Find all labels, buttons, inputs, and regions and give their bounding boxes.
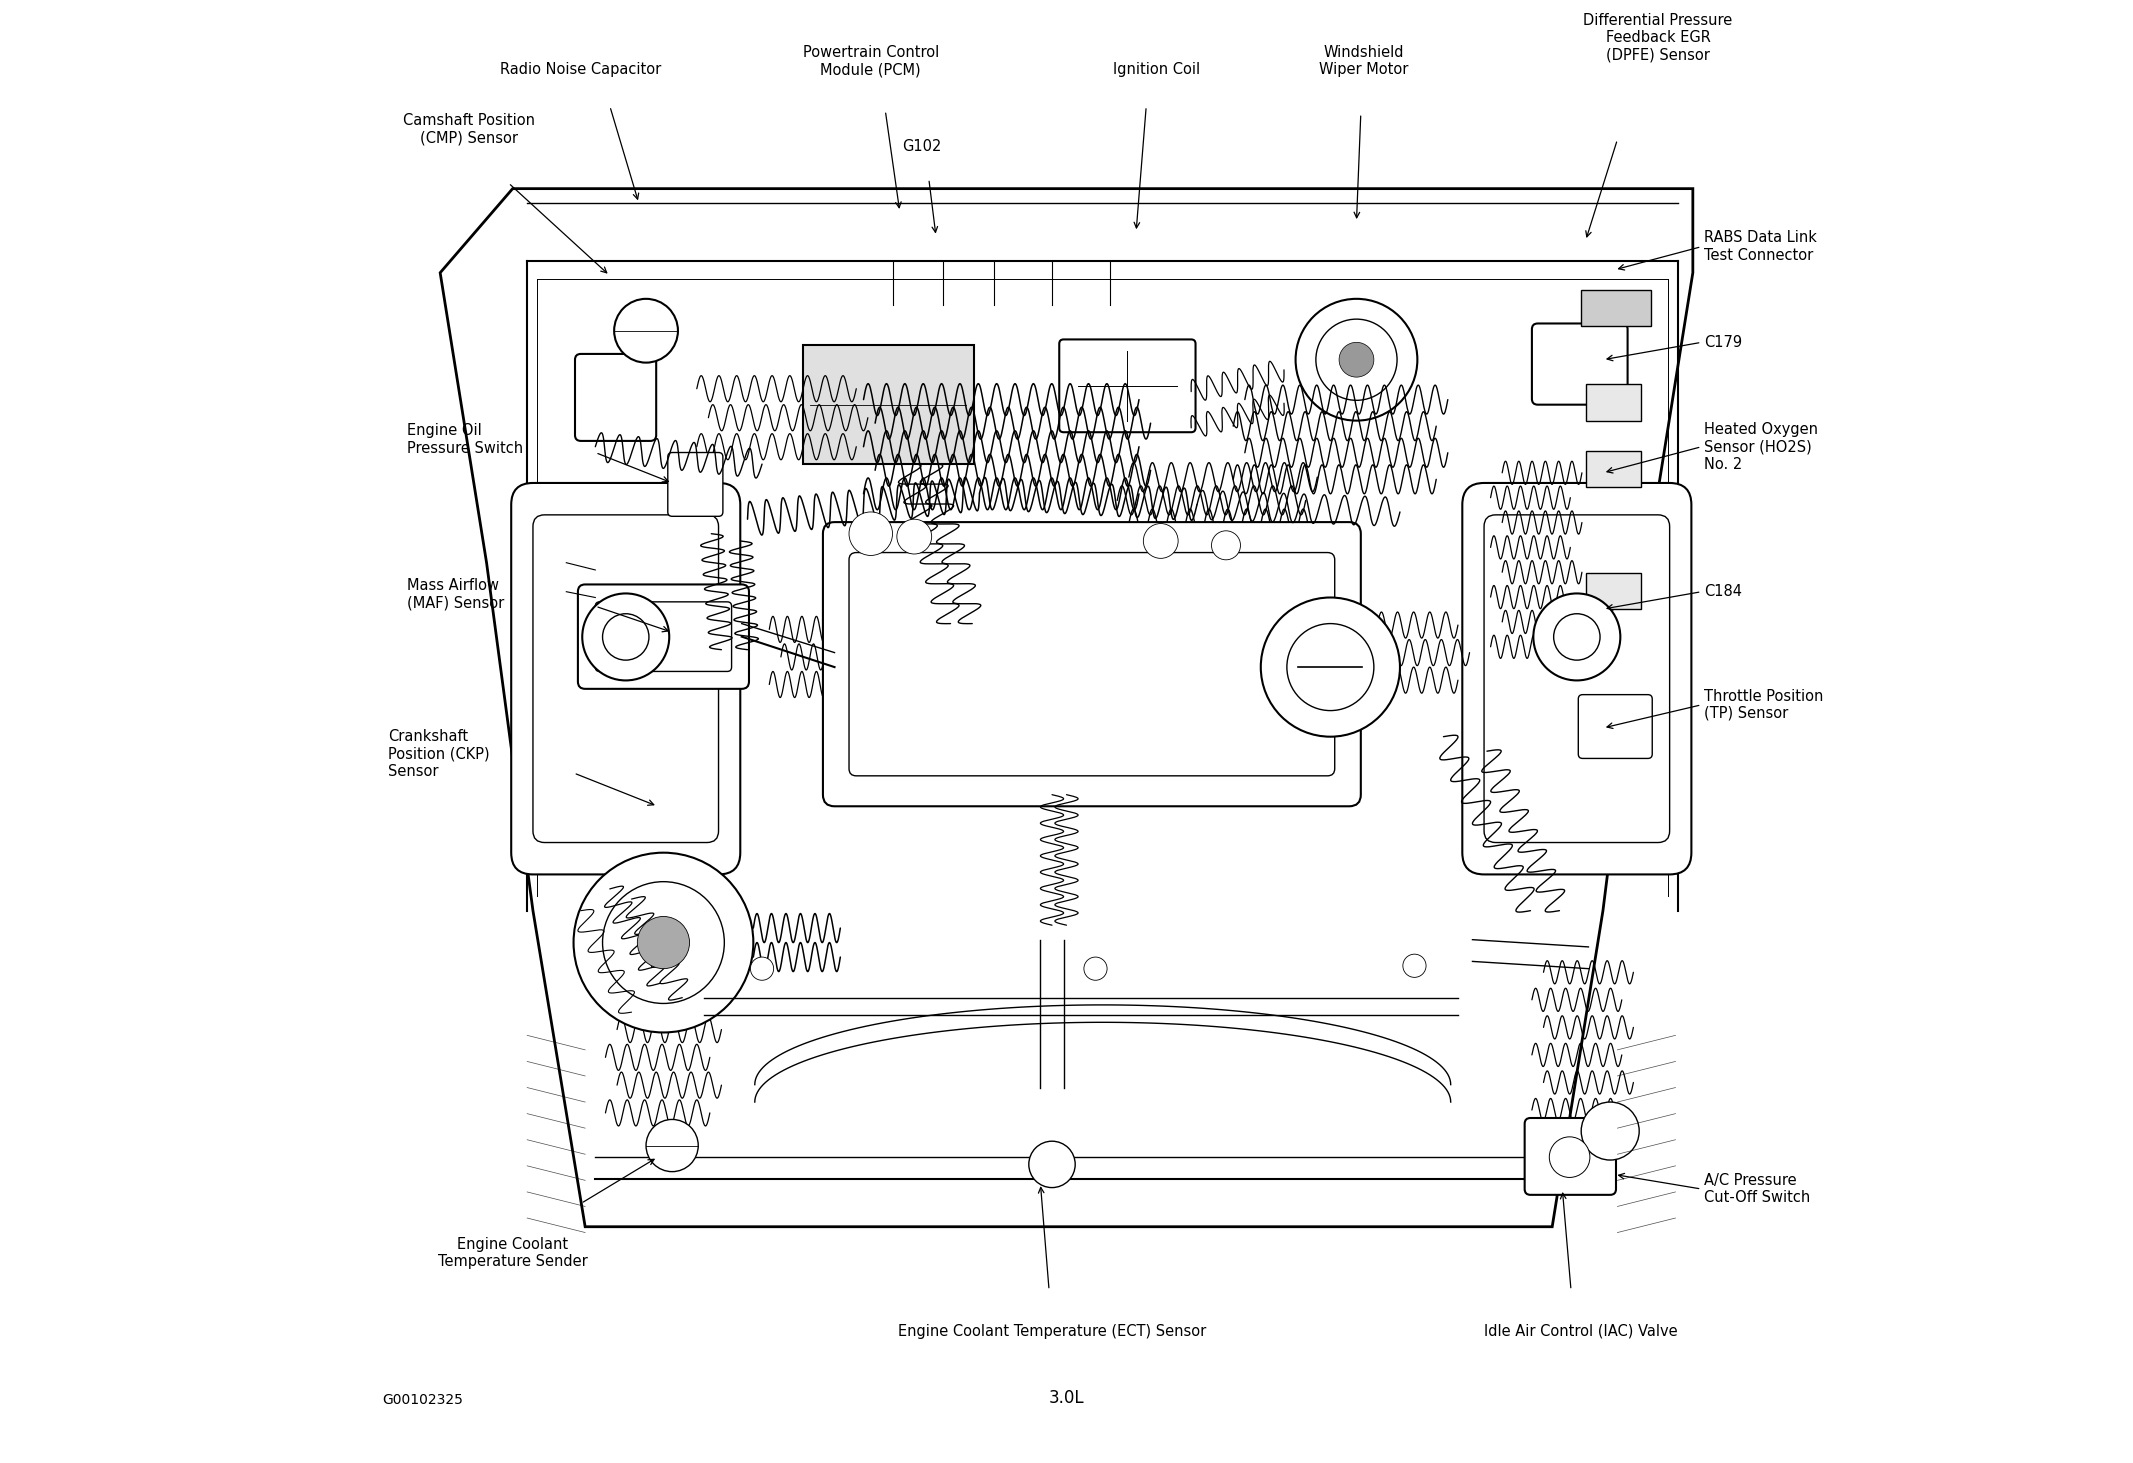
Text: Differential Pressure
Feedback EGR
(DPFE) Sensor: Differential Pressure Feedback EGR (DPFE… — [1583, 13, 1732, 63]
FancyBboxPatch shape — [1578, 695, 1653, 758]
Circle shape — [1212, 531, 1241, 560]
Circle shape — [1404, 954, 1427, 977]
Text: C184: C184 — [1704, 584, 1743, 600]
Text: Camshaft Position
(CMP) Sensor: Camshaft Position (CMP) Sensor — [403, 113, 535, 145]
Circle shape — [1261, 597, 1399, 737]
Text: Crankshaft
Position (CKP)
Sensor: Crankshaft Position (CKP) Sensor — [388, 729, 491, 778]
Circle shape — [582, 594, 670, 680]
FancyBboxPatch shape — [512, 483, 740, 875]
FancyBboxPatch shape — [576, 354, 657, 440]
FancyBboxPatch shape — [1463, 483, 1691, 875]
Circle shape — [1340, 342, 1374, 377]
Circle shape — [1084, 957, 1107, 980]
Circle shape — [1581, 1102, 1638, 1160]
Text: Idle Air Control (IAC) Valve: Idle Air Control (IAC) Valve — [1485, 1324, 1679, 1339]
Text: G00102325: G00102325 — [382, 1393, 463, 1406]
Circle shape — [602, 614, 648, 660]
Circle shape — [574, 853, 753, 1033]
Circle shape — [1553, 614, 1600, 660]
Circle shape — [1534, 594, 1621, 680]
Text: Engine Coolant Temperature (ECT) Sensor: Engine Coolant Temperature (ECT) Sensor — [898, 1324, 1205, 1339]
Text: Heated Oxygen
Sensor (HO2S)
No. 2: Heated Oxygen Sensor (HO2S) No. 2 — [1704, 421, 1819, 471]
Circle shape — [646, 1119, 697, 1172]
Text: G102: G102 — [902, 139, 941, 154]
FancyBboxPatch shape — [1585, 573, 1640, 609]
Text: 3.0L: 3.0L — [1049, 1388, 1084, 1406]
FancyBboxPatch shape — [1525, 1118, 1617, 1195]
Circle shape — [1143, 524, 1177, 559]
Text: Engine Coolant
Temperature Sender: Engine Coolant Temperature Sender — [437, 1236, 587, 1270]
Text: C179: C179 — [1704, 335, 1743, 350]
FancyBboxPatch shape — [1531, 323, 1627, 405]
Text: Mass Airflow
(MAF) Sensor: Mass Airflow (MAF) Sensor — [407, 578, 503, 610]
Circle shape — [638, 916, 689, 969]
Circle shape — [751, 957, 774, 980]
Text: Radio Noise Capacitor: Radio Noise Capacitor — [499, 61, 661, 78]
Text: Windshield
Wiper Motor: Windshield Wiper Motor — [1318, 44, 1408, 78]
FancyBboxPatch shape — [1585, 451, 1640, 487]
Circle shape — [1316, 319, 1397, 401]
Circle shape — [896, 519, 932, 554]
FancyBboxPatch shape — [595, 601, 732, 672]
FancyBboxPatch shape — [578, 584, 749, 689]
Circle shape — [1286, 623, 1374, 711]
Text: Throttle Position
(TP) Sensor: Throttle Position (TP) Sensor — [1704, 689, 1824, 721]
Circle shape — [1028, 1141, 1075, 1188]
Text: Powertrain Control
Module (PCM): Powertrain Control Module (PCM) — [802, 44, 939, 78]
Circle shape — [602, 882, 725, 1004]
Circle shape — [1549, 1137, 1589, 1178]
Circle shape — [849, 512, 892, 556]
FancyBboxPatch shape — [1060, 339, 1194, 432]
FancyBboxPatch shape — [802, 345, 973, 464]
FancyBboxPatch shape — [849, 553, 1335, 775]
FancyBboxPatch shape — [1585, 385, 1640, 421]
Text: A/C Pressure
Cut-Off Switch: A/C Pressure Cut-Off Switch — [1704, 1173, 1811, 1206]
Circle shape — [1295, 298, 1416, 421]
Text: RABS Data Link
Test Connector: RABS Data Link Test Connector — [1704, 231, 1817, 263]
FancyBboxPatch shape — [1485, 515, 1670, 843]
FancyBboxPatch shape — [1581, 290, 1651, 326]
FancyBboxPatch shape — [823, 522, 1361, 806]
Circle shape — [614, 298, 678, 363]
FancyBboxPatch shape — [533, 515, 719, 843]
FancyBboxPatch shape — [668, 452, 723, 516]
Text: Ignition Coil: Ignition Coil — [1113, 61, 1201, 78]
Text: Engine Oil
Pressure Switch: Engine Oil Pressure Switch — [407, 423, 523, 455]
